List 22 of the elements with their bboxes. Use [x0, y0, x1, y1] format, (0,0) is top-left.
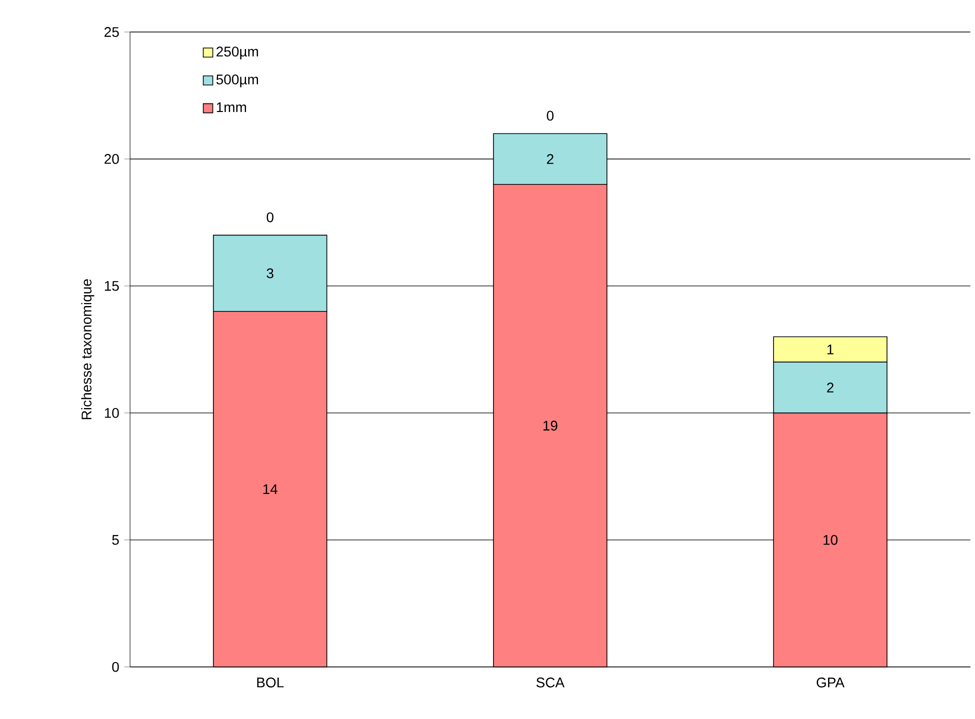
data-label: 19	[543, 420, 558, 431]
y-tick-label: 5	[112, 535, 119, 545]
legend-label: 500µm	[216, 74, 258, 88]
data-label: 1	[827, 344, 834, 354]
x-tick-label: SCA	[536, 678, 565, 688]
legend-label: 250µm	[216, 46, 258, 60]
x-tick-label: BOL	[257, 678, 284, 688]
data-label: 2	[547, 154, 554, 164]
data-label: 10	[824, 535, 838, 545]
legend-label: 1mm	[216, 102, 246, 112]
y-tick-label: 0	[112, 662, 119, 672]
x-tick-label: GPA	[816, 678, 845, 688]
y-tick-label: 10	[104, 408, 119, 418]
data-label: 14	[263, 484, 278, 494]
data-label: 2	[827, 382, 834, 392]
y-tick-label: 20	[104, 154, 119, 164]
data-label: 0	[546, 110, 554, 121]
y-tick-label: 25	[104, 27, 119, 38]
data-label: 0	[266, 212, 274, 222]
data-label: 3	[266, 268, 274, 278]
y-axis-title: Richesse taxonomique	[81, 279, 94, 420]
y-tick-label: 15	[104, 281, 119, 291]
